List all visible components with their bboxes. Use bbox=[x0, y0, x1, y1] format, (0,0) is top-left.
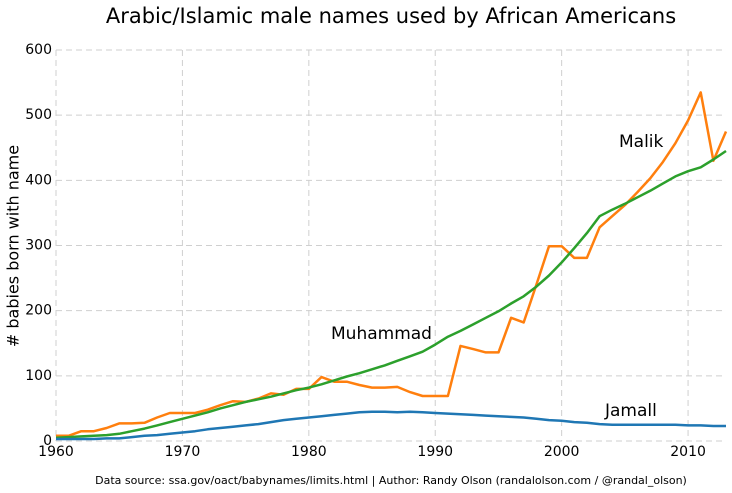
x-tick-label: 2000 bbox=[544, 444, 580, 460]
y-axis-label: # babies born with name bbox=[4, 145, 23, 347]
series-line bbox=[55, 149, 727, 439]
series-line bbox=[56, 410, 726, 441]
y-tick-label: 0 bbox=[43, 433, 52, 449]
y-tick-label: 400 bbox=[25, 172, 52, 188]
series-label: Muhammad bbox=[331, 324, 432, 344]
chart-title: Arabic/Islamic male names used by Africa… bbox=[106, 4, 676, 28]
series-line bbox=[56, 91, 728, 438]
x-tick-label: 1980 bbox=[291, 444, 327, 460]
y-tick-label: 500 bbox=[25, 107, 52, 123]
x-tick-label: 2010 bbox=[670, 444, 706, 460]
source-note: Data source: ssa.gov/oact/babynames/limi… bbox=[95, 474, 687, 487]
x-tick-label: 1970 bbox=[165, 444, 201, 460]
x-tick-label: 1960 bbox=[38, 444, 74, 460]
y-tick-label: 100 bbox=[25, 368, 52, 384]
y-tick-label: 200 bbox=[25, 303, 52, 319]
y-tick-label: 300 bbox=[25, 238, 52, 254]
x-tick-label: 1990 bbox=[417, 444, 453, 460]
y-tick-label: 600 bbox=[25, 42, 52, 58]
series-label: Malik bbox=[619, 132, 664, 152]
series-label: Jamall bbox=[604, 401, 657, 421]
